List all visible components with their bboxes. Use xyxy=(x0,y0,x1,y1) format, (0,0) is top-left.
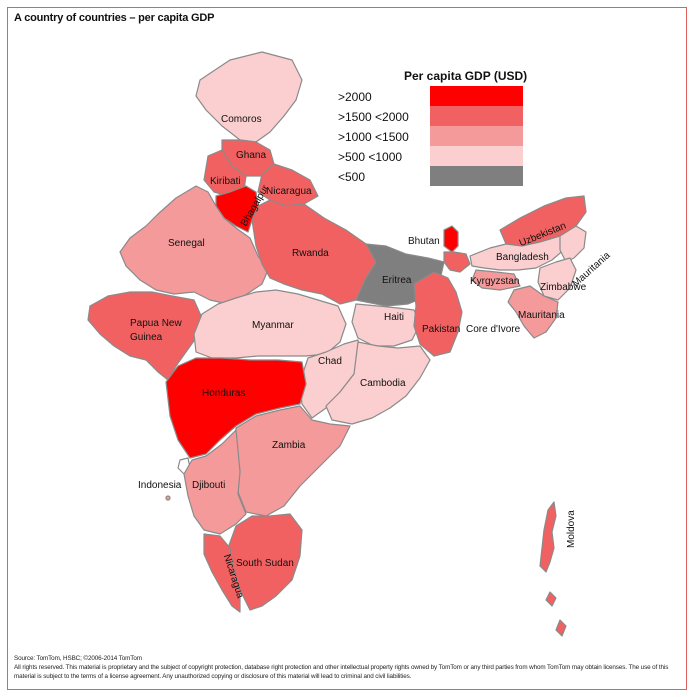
region-mauritania-north[interactable] xyxy=(559,225,587,263)
region-bangladesh[interactable] xyxy=(469,235,567,271)
island-lakshadweep xyxy=(165,495,171,501)
legend-label-5: <500 xyxy=(338,170,366,184)
region-papua-new-guinea[interactable] xyxy=(87,291,203,381)
region-honduras[interactable] xyxy=(165,357,307,459)
region-nicaragua-south[interactable] xyxy=(203,533,241,613)
legend-label-1: >2000 xyxy=(338,90,372,104)
legend-title: Per capita GDP (USD) xyxy=(404,69,528,83)
region-haiti[interactable] xyxy=(351,303,421,347)
region-comoros[interactable] xyxy=(195,51,303,143)
region-bhutan[interactable] xyxy=(443,225,459,253)
legend-swatch-5 xyxy=(430,166,523,186)
map-title: A country of countries – per capita GDP xyxy=(14,12,215,24)
region-cambodia[interactable] xyxy=(325,341,431,425)
map-footer: Source: TomTom, HSBC; ©2006-2014 TomTom … xyxy=(14,654,684,681)
legend-swatch-1 xyxy=(430,86,523,106)
region-pakistan[interactable] xyxy=(413,271,463,357)
region-mauritania-south[interactable] xyxy=(507,285,559,339)
region-zimbabwe[interactable] xyxy=(537,257,577,301)
legend-swatch-2 xyxy=(430,106,523,126)
region-zambia[interactable] xyxy=(235,405,351,517)
legend-swatch-3 xyxy=(430,126,523,146)
legend-swatch-4 xyxy=(430,146,523,166)
legend-label-2: >1500 <2000 xyxy=(338,110,409,124)
footer-rights: All rights reserved. This material is pr… xyxy=(14,664,669,680)
region-kyrgyzstan[interactable] xyxy=(471,269,521,291)
island-nicobar xyxy=(545,591,567,637)
region-rwanda[interactable] xyxy=(251,199,377,305)
legend-label-4: >500 <1000 xyxy=(338,150,403,164)
region-nicaragua-north[interactable] xyxy=(257,163,319,207)
region-djibouti[interactable] xyxy=(183,429,247,535)
legend-label-3: >1000 <1500 xyxy=(338,130,409,144)
footer-source: Source: TomTom, HSBC; ©2006-2014 TomTom xyxy=(14,655,142,662)
region-moldova[interactable] xyxy=(539,501,557,573)
region-wb-north[interactable] xyxy=(443,251,471,273)
